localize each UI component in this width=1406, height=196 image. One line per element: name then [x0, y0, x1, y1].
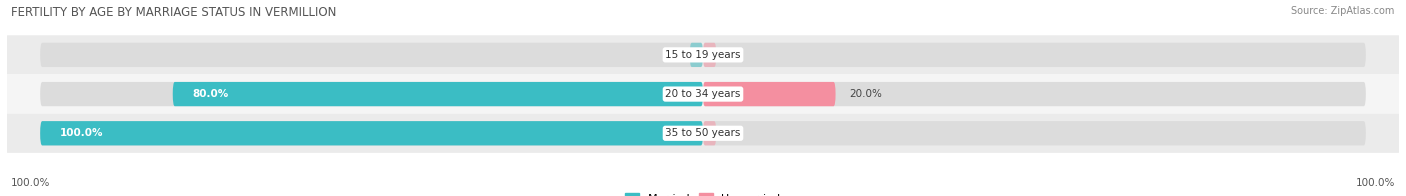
Text: 20 to 34 years: 20 to 34 years	[665, 89, 741, 99]
Text: FERTILITY BY AGE BY MARRIAGE STATUS IN VERMILLION: FERTILITY BY AGE BY MARRIAGE STATUS IN V…	[11, 6, 336, 19]
FancyBboxPatch shape	[41, 82, 703, 106]
Text: 0.0%: 0.0%	[716, 50, 742, 60]
FancyBboxPatch shape	[703, 82, 835, 106]
FancyBboxPatch shape	[41, 121, 703, 145]
Text: 0.0%: 0.0%	[716, 128, 742, 138]
FancyBboxPatch shape	[41, 121, 703, 145]
Text: 80.0%: 80.0%	[193, 89, 229, 99]
FancyBboxPatch shape	[703, 43, 1365, 67]
FancyBboxPatch shape	[41, 43, 703, 67]
FancyBboxPatch shape	[703, 121, 716, 145]
FancyBboxPatch shape	[703, 82, 1365, 106]
FancyBboxPatch shape	[7, 35, 1399, 74]
FancyBboxPatch shape	[7, 114, 1399, 153]
Text: 0.0%: 0.0%	[664, 50, 690, 60]
FancyBboxPatch shape	[703, 121, 1365, 145]
FancyBboxPatch shape	[690, 43, 703, 67]
FancyBboxPatch shape	[173, 82, 703, 106]
Text: 15 to 19 years: 15 to 19 years	[665, 50, 741, 60]
Legend: Married, Unmarried: Married, Unmarried	[621, 189, 785, 196]
Text: 100.0%: 100.0%	[11, 178, 51, 188]
FancyBboxPatch shape	[703, 43, 716, 67]
Text: 35 to 50 years: 35 to 50 years	[665, 128, 741, 138]
Text: 100.0%: 100.0%	[1355, 178, 1395, 188]
Text: Source: ZipAtlas.com: Source: ZipAtlas.com	[1291, 6, 1395, 16]
Text: 100.0%: 100.0%	[60, 128, 104, 138]
FancyBboxPatch shape	[7, 74, 1399, 114]
Text: 20.0%: 20.0%	[849, 89, 882, 99]
